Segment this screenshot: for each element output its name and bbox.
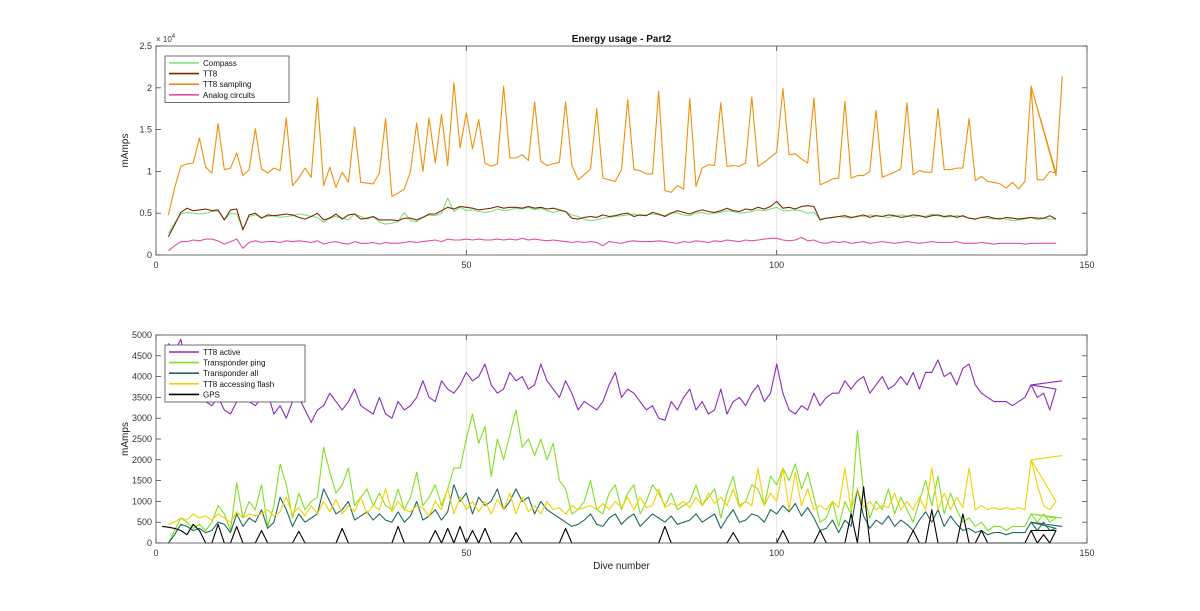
- y-tick-label: 0: [147, 538, 152, 548]
- legend-entry-label: TT8 accessing flash: [203, 380, 274, 389]
- series-line-transponder-all: [167, 484, 1063, 544]
- series-line-tt8-active: [167, 338, 1063, 423]
- y-tick-label: 500: [137, 517, 152, 527]
- y-tick-label: 2500: [132, 434, 152, 444]
- x-tick-label: 150: [1079, 260, 1094, 270]
- legend-entry-label: TT8 active: [203, 348, 241, 357]
- x-tick-label: 0: [153, 548, 158, 558]
- legend-entry-label: Transponder ping: [203, 359, 265, 368]
- y-tick-label: 4500: [132, 351, 152, 361]
- y-tick-label: 5000: [132, 330, 152, 340]
- y-axis-label: mAmps: [120, 134, 131, 168]
- y-tick-label: 2000: [132, 455, 152, 465]
- y-tick-label: 0.5: [139, 208, 152, 218]
- legend-entry-label: TT8: [203, 70, 218, 79]
- y-tick-label: 1.5: [139, 125, 152, 135]
- chart-title: Energy usage - Part2: [572, 34, 672, 45]
- y-tick-label: 3500: [132, 392, 152, 402]
- y-tick-label: 1000: [132, 496, 152, 506]
- plot-area: [156, 46, 1087, 255]
- y-tick-label: 4000: [132, 372, 152, 382]
- legend-entry-label: Compass: [203, 59, 237, 68]
- y-tick-label: 3000: [132, 413, 152, 423]
- y-tick-label: 1500: [132, 476, 152, 486]
- series-line-tt8-sampling: [167, 76, 1063, 216]
- series-line-tt8-accessing-flash: [168, 455, 1063, 525]
- active-modes-axes: 0 50 100 1500500100015002000250030003500400…: [120, 330, 1095, 572]
- x-tick-label: 100: [769, 260, 784, 270]
- x-tick-label: 100: [769, 548, 784, 558]
- legend-entry-label: TT8 sampling: [203, 80, 251, 89]
- legend-entry-label: GPS: [203, 390, 220, 399]
- x-axis-label: Dive number: [593, 561, 650, 572]
- series-line-tt8: [167, 200, 1057, 237]
- y-tick-label: 1: [147, 166, 152, 176]
- y-tick-label: 0: [147, 250, 152, 260]
- x-tick-label: 0: [153, 260, 158, 270]
- x-tick-label: 150: [1079, 548, 1094, 558]
- axes-box: [155, 45, 1088, 256]
- y-exponent-power: 4: [172, 34, 176, 40]
- y-tick-label: 2: [147, 83, 152, 93]
- legend-entry-label: Transponder all: [203, 369, 259, 378]
- x-tick-label: 50: [461, 548, 471, 558]
- series-line-transponder-ping: [167, 409, 1063, 544]
- energy-usage-axes: 0 50 100 150 0 0.5 1 1.5 2 2.5 × 104 Energy usage -…: [120, 34, 1095, 270]
- x-tick-label: 50: [461, 260, 471, 270]
- y-exponent-label: × 104: [156, 34, 176, 44]
- y-axis-label: mAmps: [120, 422, 131, 456]
- series-line-analog-circuits: [168, 236, 1056, 252]
- y-tick-label: 2.5: [139, 41, 152, 51]
- legend-entry-label: Analog circuits: [203, 91, 255, 100]
